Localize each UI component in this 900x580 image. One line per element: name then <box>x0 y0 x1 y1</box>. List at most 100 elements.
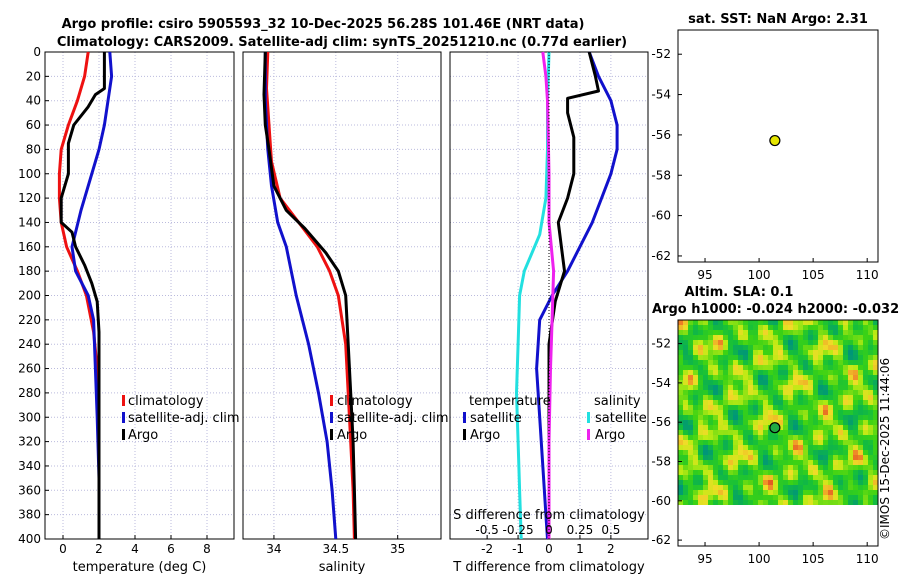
heatmap-cell <box>758 450 763 455</box>
heatmap-cell <box>753 475 758 480</box>
heatmap-cell <box>803 320 808 325</box>
heatmap-cell <box>873 375 878 380</box>
heatmap-cell <box>808 390 813 395</box>
heatmap-cell <box>798 420 803 425</box>
heatmap-cell <box>758 435 763 440</box>
heatmap-cell <box>743 345 748 350</box>
heatmap-cell <box>788 460 793 465</box>
heatmap-cell <box>828 380 833 385</box>
heatmap-cell <box>753 460 758 465</box>
heatmap-cell <box>823 430 828 435</box>
heatmap-cell <box>738 465 743 470</box>
heatmap-cell <box>688 365 693 370</box>
heatmap-cell <box>798 335 803 340</box>
heatmap-cell <box>718 390 723 395</box>
x2-tick-label: -0.5 <box>475 523 498 537</box>
heatmap-cell <box>843 345 848 350</box>
heatmap-cell <box>758 445 763 450</box>
heatmap-cell <box>753 485 758 490</box>
heatmap-cell <box>843 445 848 450</box>
heatmap-cell <box>693 490 698 495</box>
heatmap-cell <box>808 470 813 475</box>
heatmap-cell <box>773 490 778 495</box>
heatmap-cell <box>683 365 688 370</box>
heatmap-cell <box>738 395 743 400</box>
heatmap-cell <box>808 410 813 415</box>
heatmap-cell <box>868 455 873 460</box>
heatmap-cell <box>823 340 828 345</box>
heatmap-cell <box>738 430 743 435</box>
heatmap-cell <box>753 430 758 435</box>
heatmap-cell <box>843 400 848 405</box>
legend-swatch <box>463 412 466 423</box>
heatmap-cell <box>793 475 798 480</box>
heatmap-cell <box>768 455 773 460</box>
heatmap-cell <box>793 450 798 455</box>
heatmap-cell <box>703 495 708 500</box>
heatmap-cell <box>853 385 858 390</box>
heatmap-cell <box>808 365 813 370</box>
heatmap-cell <box>758 345 763 350</box>
heatmap-cell <box>798 485 803 490</box>
x2-tick-label: 0 <box>545 523 553 537</box>
heatmap-cell <box>823 480 828 485</box>
heatmap-cell <box>803 390 808 395</box>
heatmap-cell <box>853 490 858 495</box>
heatmap-cell <box>703 400 708 405</box>
heatmap-cell <box>698 500 703 505</box>
heatmap-cell <box>863 480 868 485</box>
heatmap-cell <box>753 500 758 505</box>
heatmap-cell <box>708 450 713 455</box>
heatmap-cell <box>683 395 688 400</box>
heatmap-cell <box>818 415 823 420</box>
heatmap-cell <box>838 440 843 445</box>
heatmap-cell <box>688 470 693 475</box>
heatmap-cell <box>693 475 698 480</box>
heatmap-cell <box>703 425 708 430</box>
heatmap-cell <box>843 320 848 325</box>
heatmap-cell <box>718 375 723 380</box>
heatmap-cell <box>678 470 683 475</box>
heatmap-cell <box>853 495 858 500</box>
heatmap-cell <box>768 390 773 395</box>
heatmap-cell <box>858 480 863 485</box>
heatmap-cell <box>793 460 798 465</box>
heatmap-cell <box>858 390 863 395</box>
heatmap-cell <box>728 340 733 345</box>
heatmap-cell <box>798 365 803 370</box>
heatmap-cell <box>753 470 758 475</box>
heatmap-cell <box>823 335 828 340</box>
heatmap-cell <box>768 420 773 425</box>
heatmap-cell <box>703 465 708 470</box>
heatmap-cell <box>733 460 738 465</box>
heatmap-cell <box>698 330 703 335</box>
heatmap-cell <box>868 420 873 425</box>
heatmap-cell <box>783 390 788 395</box>
heatmap-cell <box>858 410 863 415</box>
heatmap-cell <box>693 500 698 505</box>
heatmap-cell <box>793 420 798 425</box>
heatmap-cell <box>758 320 763 325</box>
heatmap-cell <box>698 390 703 395</box>
heatmap-cell <box>818 500 823 505</box>
heatmap-cell <box>723 355 728 360</box>
heatmap-cell <box>693 360 698 365</box>
heatmap-cell <box>753 395 758 400</box>
heatmap-cell <box>853 340 858 345</box>
heatmap-cell <box>828 450 833 455</box>
heatmap-cell <box>778 330 783 335</box>
heatmap-cell <box>703 395 708 400</box>
heatmap-cell <box>763 500 768 505</box>
heatmap-cell <box>738 455 743 460</box>
heatmap-cell <box>808 420 813 425</box>
heatmap-cell <box>868 330 873 335</box>
heatmap-cell <box>713 485 718 490</box>
heatmap-cell <box>813 435 818 440</box>
heatmap-cell <box>728 370 733 375</box>
heatmap-cell <box>708 335 713 340</box>
heatmap-cell <box>753 385 758 390</box>
heatmap-cell <box>733 350 738 355</box>
heatmap-cell <box>763 335 768 340</box>
heatmap-cell <box>783 415 788 420</box>
heatmap-cell <box>708 425 713 430</box>
